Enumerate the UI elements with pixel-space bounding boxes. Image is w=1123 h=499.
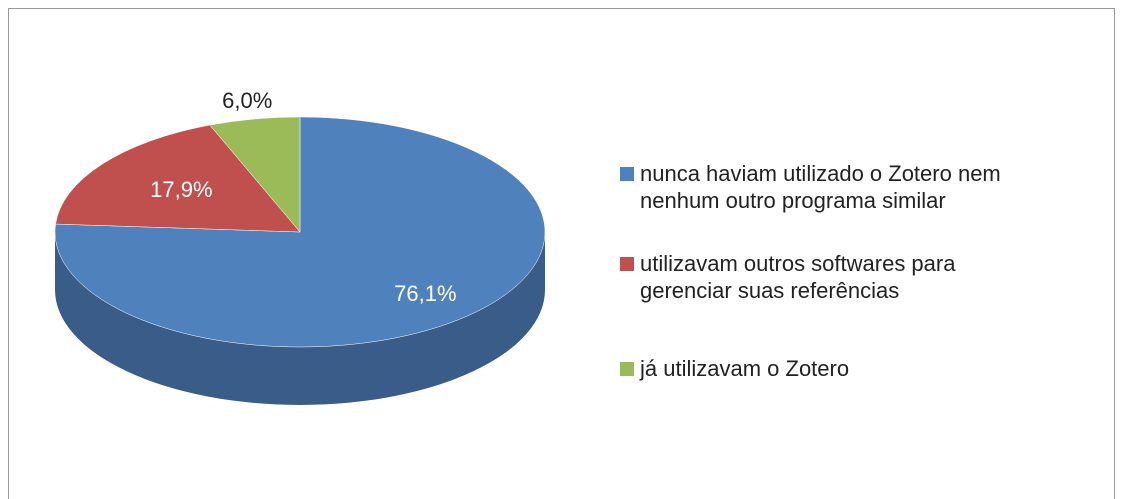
legend-label: nunca haviam utilizado o Zotero nem nenh… [640,161,1001,213]
pie-slice-side [55,232,545,405]
pie-slice [55,124,301,233]
legend-swatch [620,362,634,376]
legend-swatch [620,167,634,181]
pie-slice [209,116,301,233]
pie-slice [54,116,546,348]
legend-item: utilizavam outros softwares para gerenci… [620,250,1050,304]
data-label: 17,9% [150,177,212,202]
legend-label: já utilizavam o Zotero [640,356,850,381]
legend-item: nunca haviam utilizado o Zotero nem nenh… [620,160,1050,214]
legend-item: já utilizavam o Zotero [620,355,1050,382]
legend-label: utilizavam outros softwares para gerenci… [640,251,956,303]
chart-border [8,8,1115,499]
data-label: 76,1% [394,281,456,306]
legend-swatch [620,257,634,271]
data-label: 6,0% [222,88,272,113]
